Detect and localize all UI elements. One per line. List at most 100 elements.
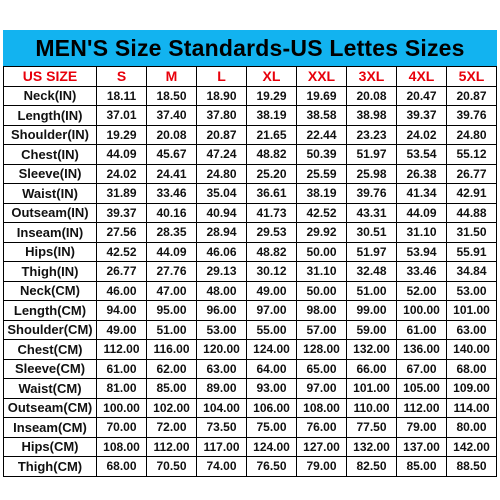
- measurement-cell: 80.00: [446, 417, 497, 438]
- measurement-cell: 39.76: [446, 105, 497, 126]
- measurement-cell: 26.38: [396, 163, 447, 184]
- table-row: Thigh(CM) 68.00 70.50 74.00 76.50 79.00 82.50 8…: [3, 456, 497, 477]
- row-label: Hips(IN): [3, 241, 97, 262]
- measurement-cell: 108.00: [296, 397, 347, 418]
- row-label: Outseam(CM): [3, 397, 97, 418]
- measurement-cell: 101.00: [446, 300, 497, 321]
- measurement-cell: 28.35: [146, 222, 197, 243]
- measurement-cell: 51.00: [146, 319, 197, 340]
- measurement-cell: 97.00: [296, 378, 347, 399]
- table-row: Hips(IN) 42.52 44.09 46.06 48.82 50.00 51.97 53…: [3, 241, 497, 262]
- measurement-cell: 53.00: [196, 319, 247, 340]
- header-size-s: S: [96, 66, 147, 87]
- measurement-cell: 53.00: [446, 280, 497, 301]
- measurement-cell: 44.09: [96, 144, 147, 165]
- measurement-cell: 41.34: [396, 183, 447, 204]
- measurement-cell: 63.00: [196, 358, 247, 379]
- row-label: Neck(IN): [3, 85, 97, 106]
- measurement-cell: 85.00: [396, 456, 447, 477]
- measurement-cell: 50.00: [296, 280, 347, 301]
- measurement-cell: 18.90: [196, 85, 247, 106]
- measurement-cell: 31.10: [396, 222, 447, 243]
- table-row: Neck(IN) 18.11 18.50 18.90 19.29 19.69 20.08 20…: [3, 85, 497, 106]
- measurement-cell: 66.00: [346, 358, 397, 379]
- measurement-cell: 88.50: [446, 456, 497, 477]
- measurement-cell: 57.00: [296, 319, 347, 340]
- header-size-l: L: [196, 66, 247, 87]
- measurement-cell: 114.00: [446, 397, 497, 418]
- table-row: Length(IN) 37.01 37.40 37.80 38.19 38.58 38.98…: [3, 105, 497, 126]
- measurement-cell: 51.97: [346, 241, 397, 262]
- measurement-cell: 48.82: [246, 241, 297, 262]
- measurement-cell: 101.00: [346, 378, 397, 399]
- row-label: Neck(CM): [3, 280, 97, 301]
- measurement-cell: 94.00: [96, 300, 147, 321]
- measurement-cell: 29.13: [196, 261, 247, 282]
- measurement-cell: 132.00: [346, 339, 397, 360]
- measurement-cell: 127.00: [296, 436, 347, 457]
- measurement-cell: 53.94: [396, 241, 447, 262]
- measurement-cell: 50.00: [296, 241, 347, 262]
- measurement-cell: 41.73: [246, 202, 297, 223]
- table-row: Inseam(IN) 27.56 28.35 28.94 29.53 29.92 30.51…: [3, 222, 497, 243]
- measurement-cell: 109.00: [446, 378, 497, 399]
- measurement-cell: 142.00: [446, 436, 497, 457]
- measurement-cell: 46.06: [196, 241, 247, 262]
- measurement-cell: 26.77: [446, 163, 497, 184]
- measurement-cell: 112.00: [96, 339, 147, 360]
- measurement-cell: 38.98: [346, 105, 397, 126]
- measurement-cell: 70.50: [146, 456, 197, 477]
- measurement-cell: 34.84: [446, 261, 497, 282]
- header-size-5xl: 5XL: [446, 66, 497, 87]
- measurement-cell: 36.61: [246, 183, 297, 204]
- measurement-cell: 104.00: [196, 397, 247, 418]
- measurement-cell: 24.02: [396, 124, 447, 145]
- measurement-cell: 68.00: [446, 358, 497, 379]
- measurement-cell: 95.00: [146, 300, 197, 321]
- measurement-cell: 112.00: [146, 436, 197, 457]
- measurement-cell: 79.00: [396, 417, 447, 438]
- measurement-cell: 25.20: [246, 163, 297, 184]
- measurement-cell: 128.00: [296, 339, 347, 360]
- table-row: Outseam(CM) 100.00 102.00 104.00 106.00 108.0…: [3, 397, 497, 418]
- measurement-cell: 51.00: [346, 280, 397, 301]
- measurement-cell: 26.77: [96, 261, 147, 282]
- measurement-cell: 77.50: [346, 417, 397, 438]
- measurement-cell: 98.00: [296, 300, 347, 321]
- measurement-cell: 39.37: [96, 202, 147, 223]
- measurement-cell: 51.97: [346, 144, 397, 165]
- measurement-cell: 37.80: [196, 105, 247, 126]
- measurement-cell: 100.00: [96, 397, 147, 418]
- measurement-cell: 39.37: [396, 105, 447, 126]
- measurement-cell: 35.04: [196, 183, 247, 204]
- measurement-cell: 89.00: [196, 378, 247, 399]
- measurement-cell: 33.46: [396, 261, 447, 282]
- measurement-cell: 49.00: [96, 319, 147, 340]
- measurement-cell: 53.54: [396, 144, 447, 165]
- measurement-cell: 108.00: [96, 436, 147, 457]
- measurement-cell: 81.00: [96, 378, 147, 399]
- measurement-cell: 20.87: [196, 124, 247, 145]
- measurement-cell: 28.94: [196, 222, 247, 243]
- measurement-cell: 20.87: [446, 85, 497, 106]
- header-row: US SIZE S M L XL XXL 3XL 4XL 5XL: [3, 66, 497, 87]
- header-size-4xl: 4XL: [396, 66, 447, 87]
- measurement-cell: 73.50: [196, 417, 247, 438]
- table-row: Chest(IN) 44.09 45.67 47.24 48.82 50.39 51.97 5…: [3, 144, 497, 165]
- measurement-cell: 25.98: [346, 163, 397, 184]
- measurement-cell: 96.00: [196, 300, 247, 321]
- measurement-cell: 55.12: [446, 144, 497, 165]
- measurement-cell: 30.51: [346, 222, 397, 243]
- measurement-cell: 39.76: [346, 183, 397, 204]
- measurement-cell: 45.67: [146, 144, 197, 165]
- measurement-cell: 124.00: [246, 339, 297, 360]
- measurement-cell: 72.00: [146, 417, 197, 438]
- measurement-cell: 52.00: [396, 280, 447, 301]
- measurement-cell: 20.47: [396, 85, 447, 106]
- measurement-cell: 24.80: [446, 124, 497, 145]
- measurement-cell: 18.50: [146, 85, 197, 106]
- measurement-cell: 43.31: [346, 202, 397, 223]
- measurement-cell: 93.00: [246, 378, 297, 399]
- measurement-cell: 27.56: [96, 222, 147, 243]
- measurement-cell: 64.00: [246, 358, 297, 379]
